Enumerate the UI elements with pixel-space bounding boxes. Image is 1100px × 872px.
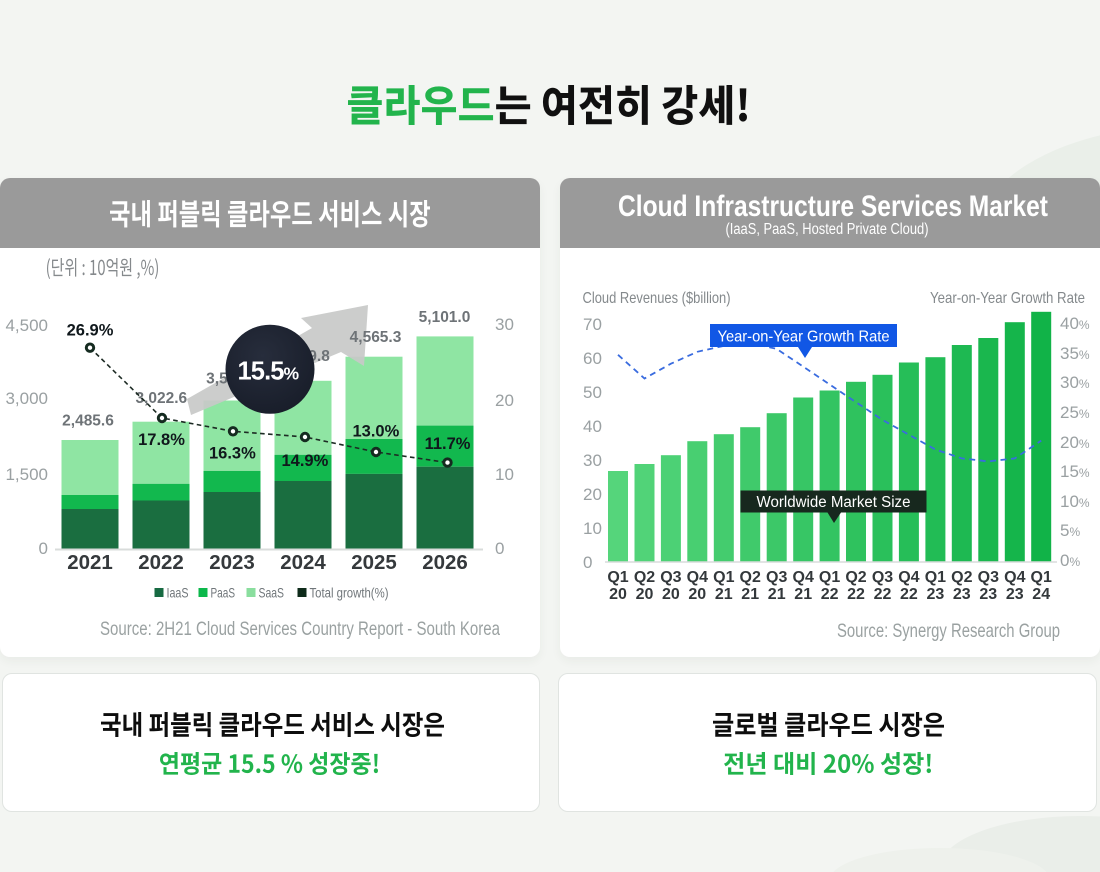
svg-text:23: 23 xyxy=(953,586,971,603)
svg-text:20: 20 xyxy=(662,586,680,603)
svg-text:35%: 35% xyxy=(1060,344,1090,363)
svg-text:60: 60 xyxy=(583,349,602,368)
svg-text:0: 0 xyxy=(583,553,592,572)
svg-text:Q3: Q3 xyxy=(872,569,893,586)
svg-text:30: 30 xyxy=(495,315,514,334)
svg-text:30%: 30% xyxy=(1060,373,1090,392)
svg-text:2024: 2024 xyxy=(280,551,326,574)
svg-text:Q2: Q2 xyxy=(634,569,655,586)
svg-text:17.8%: 17.8% xyxy=(138,431,185,449)
svg-text:Q1: Q1 xyxy=(713,569,734,586)
svg-text:(IaaS, PaaS, Hosted Private Cl: (IaaS, PaaS, Hosted Private Cloud) xyxy=(726,221,929,238)
svg-text:20: 20 xyxy=(495,391,514,410)
svg-text:PaaS: PaaS xyxy=(211,585,236,601)
svg-text:22: 22 xyxy=(874,586,892,603)
svg-text:Source: Synergy Research Group: Source: Synergy Research Group xyxy=(837,620,1060,642)
svg-text:2022: 2022 xyxy=(138,551,184,574)
svg-text:20: 20 xyxy=(609,586,627,603)
svg-text:5%: 5% xyxy=(1060,521,1080,540)
svg-text:5,101.0: 5,101.0 xyxy=(419,309,471,326)
svg-text:20: 20 xyxy=(636,586,654,603)
svg-text:21: 21 xyxy=(768,586,786,603)
svg-text:Q1: Q1 xyxy=(819,569,840,586)
svg-text:Year-on-Year Growth Rate: Year-on-Year Growth Rate xyxy=(718,329,890,346)
svg-text:22: 22 xyxy=(900,586,918,603)
svg-text:Q3: Q3 xyxy=(660,569,681,586)
svg-text:Q1: Q1 xyxy=(1031,569,1052,586)
svg-text:70: 70 xyxy=(583,315,602,334)
svg-text:2025: 2025 xyxy=(351,551,397,574)
svg-text:2,485.6: 2,485.6 xyxy=(62,413,114,430)
svg-text:13.0%: 13.0% xyxy=(353,423,400,441)
svg-text:16.3%: 16.3% xyxy=(209,445,256,463)
svg-text:Q2: Q2 xyxy=(740,569,761,586)
svg-text:11.7%: 11.7% xyxy=(425,435,471,453)
svg-text:2026: 2026 xyxy=(422,551,468,574)
svg-text:Cloud Infrastructure Services: Cloud Infrastructure Services Market xyxy=(618,190,1048,223)
svg-text:21: 21 xyxy=(715,586,733,603)
svg-text:21: 21 xyxy=(741,586,759,603)
svg-text:24: 24 xyxy=(1032,586,1050,603)
svg-text:26.9%: 26.9% xyxy=(67,322,114,340)
svg-text:SaaS: SaaS xyxy=(259,585,285,601)
svg-text:Year-on-Year Growth Rate: Year-on-Year Growth Rate xyxy=(930,290,1085,307)
svg-text:3,022.6: 3,022.6 xyxy=(135,390,187,407)
svg-text:14.9%: 14.9% xyxy=(282,452,329,470)
svg-text:10%: 10% xyxy=(1060,492,1090,511)
svg-text:22: 22 xyxy=(821,586,839,603)
svg-text:Q4: Q4 xyxy=(793,569,814,586)
svg-text:Q2: Q2 xyxy=(845,569,866,586)
svg-text:0: 0 xyxy=(495,539,504,558)
svg-text:23: 23 xyxy=(1006,586,1024,603)
svg-text:50: 50 xyxy=(583,383,602,402)
svg-text:23: 23 xyxy=(979,586,997,603)
svg-text:2021: 2021 xyxy=(67,551,113,574)
svg-text:22: 22 xyxy=(847,586,865,603)
svg-text:Cloud Revenues ($billion): Cloud Revenues ($billion) xyxy=(583,290,731,307)
svg-text:21: 21 xyxy=(794,586,812,603)
svg-text:Source: 2H21 Cloud Services Co: Source: 2H21 Cloud Services Country Repo… xyxy=(100,618,500,640)
svg-text:Q3: Q3 xyxy=(978,569,999,586)
svg-text:10: 10 xyxy=(583,519,602,538)
svg-text:40%: 40% xyxy=(1060,314,1090,333)
svg-text:1,500: 1,500 xyxy=(5,465,48,484)
svg-text:30: 30 xyxy=(583,451,602,470)
svg-text:Q1: Q1 xyxy=(925,569,946,586)
svg-text:20: 20 xyxy=(688,586,706,603)
svg-text:15%: 15% xyxy=(1060,462,1090,481)
svg-text:25%: 25% xyxy=(1060,403,1090,422)
svg-text:0%: 0% xyxy=(1060,551,1080,570)
svg-text:23: 23 xyxy=(927,586,945,603)
svg-text:Total growth(%): Total growth(%) xyxy=(310,585,389,601)
svg-text:20%: 20% xyxy=(1060,433,1090,452)
svg-text:Q2: Q2 xyxy=(951,569,972,586)
svg-text:Worldwide Market Size: Worldwide Market Size xyxy=(757,494,911,511)
svg-text:Q4: Q4 xyxy=(687,569,708,586)
svg-text:2023: 2023 xyxy=(209,551,255,574)
svg-text:3,000: 3,000 xyxy=(5,389,48,408)
svg-text:IaaS: IaaS xyxy=(167,585,189,601)
svg-text:Q1: Q1 xyxy=(607,569,628,586)
svg-text:Q4: Q4 xyxy=(898,569,919,586)
svg-text:40: 40 xyxy=(583,417,602,436)
svg-text:Q3: Q3 xyxy=(766,569,787,586)
svg-text:10: 10 xyxy=(495,465,514,484)
svg-text:0: 0 xyxy=(39,539,48,558)
svg-text:4,500: 4,500 xyxy=(5,316,48,335)
svg-text:Q4: Q4 xyxy=(1004,569,1025,586)
svg-text:20: 20 xyxy=(583,485,602,504)
svg-text:4,565.3: 4,565.3 xyxy=(350,329,402,346)
